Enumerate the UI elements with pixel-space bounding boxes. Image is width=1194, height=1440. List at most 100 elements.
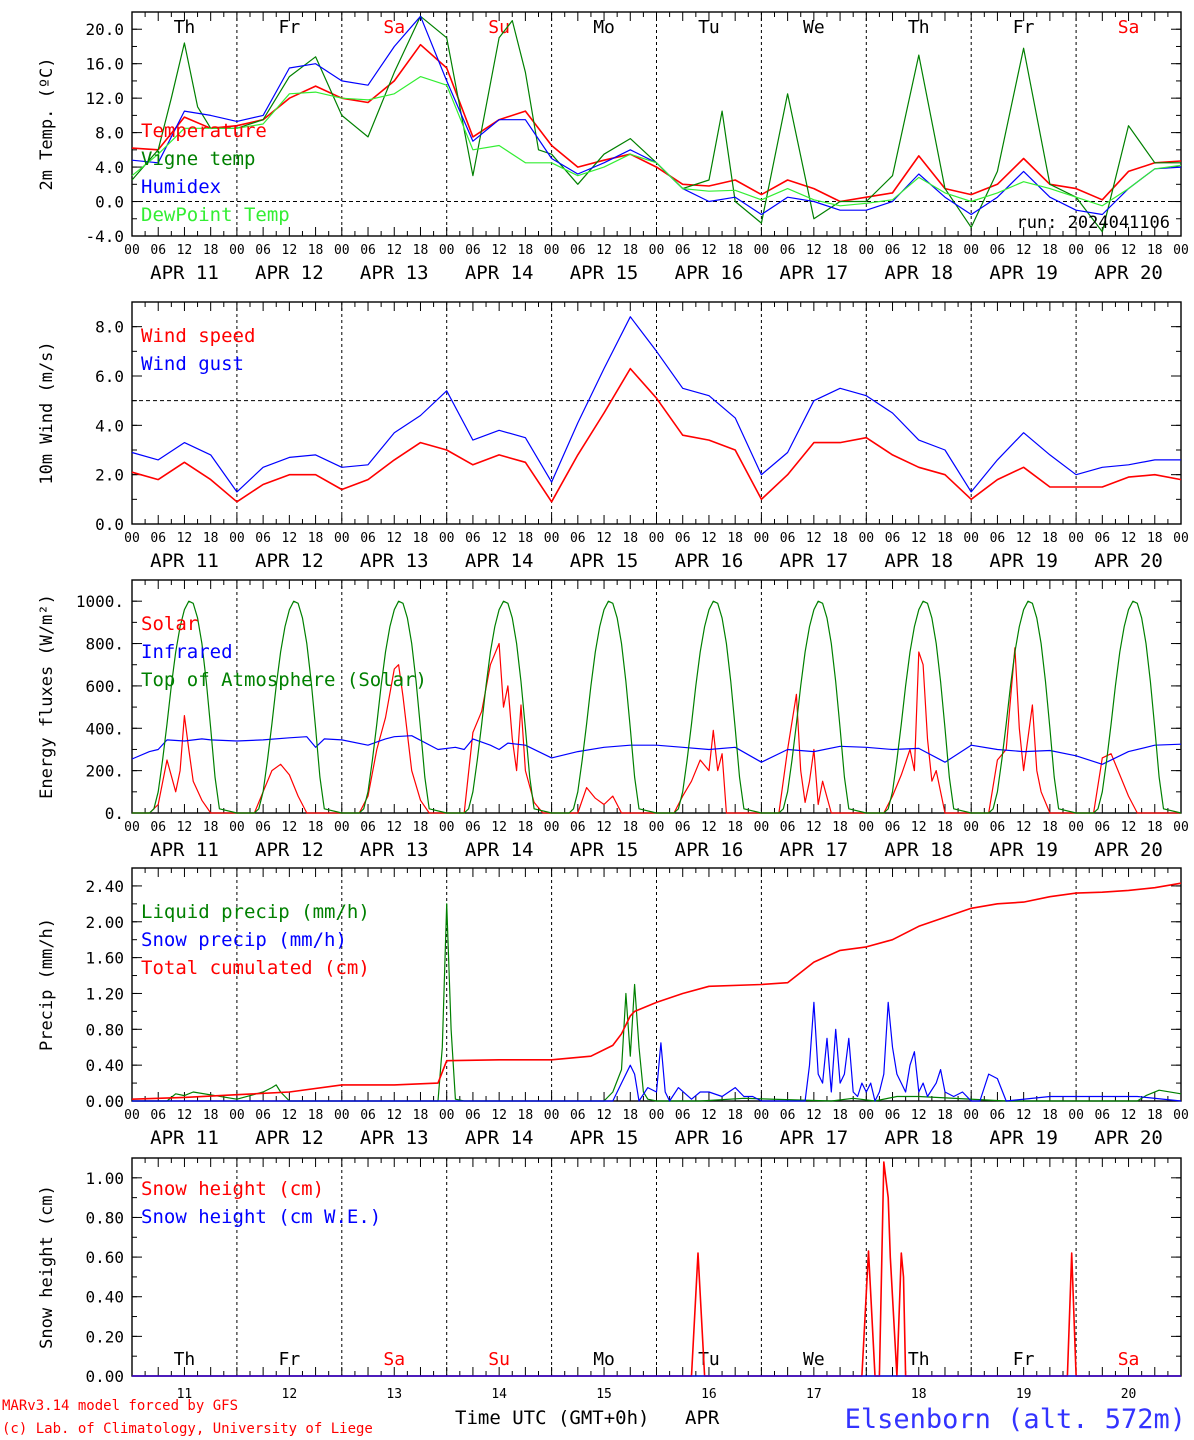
hour-tick-label: 18 xyxy=(518,820,534,835)
hour-tick-label: 18 xyxy=(308,820,324,835)
hour-tick-label: 12 xyxy=(911,820,927,835)
hour-tick-label: 18 xyxy=(937,531,953,546)
date-label: APR 17 xyxy=(780,839,849,861)
hour-tick-label: 18 xyxy=(622,243,638,258)
y-tick-label: 12.0 xyxy=(85,89,124,108)
hour-tick-label: 18 xyxy=(203,243,219,258)
hour-tick-label: 00 xyxy=(544,531,560,546)
hour-tick-label: 00 xyxy=(858,1108,874,1123)
hour-tick-label: 12 xyxy=(177,1108,193,1123)
day-number-label: 12 xyxy=(282,1387,298,1402)
hour-tick-label: 12 xyxy=(386,243,402,258)
hour-tick-label: 00 xyxy=(124,820,140,835)
series-line-1 xyxy=(131,735,1182,765)
hour-tick-label: 18 xyxy=(1042,531,1058,546)
hour-tick-label: 12 xyxy=(701,243,717,258)
legend-entry: Snow precip (mm/h) xyxy=(141,929,347,951)
hour-tick-label: 06 xyxy=(465,820,481,835)
hour-tick-label: 12 xyxy=(282,820,298,835)
hour-tick-label: 00 xyxy=(649,243,665,258)
hour-tick-label: 18 xyxy=(413,820,429,835)
weekday-label: Fr xyxy=(1013,1349,1035,1370)
hour-tick-label: 18 xyxy=(727,243,743,258)
legend-entry: Vigne temp xyxy=(141,148,255,170)
weekday-label: Su xyxy=(488,1349,510,1370)
series-line-2 xyxy=(131,882,1182,1100)
hour-tick-label: 18 xyxy=(1147,243,1163,258)
hour-tick-label: 18 xyxy=(518,243,534,258)
date-label: APR 11 xyxy=(150,550,219,572)
date-label: APR 15 xyxy=(570,262,639,284)
date-label: APR 18 xyxy=(884,550,953,572)
hour-tick-label: 00 xyxy=(858,820,874,835)
hour-tick-label: 12 xyxy=(596,243,612,258)
hour-tick-label: 18 xyxy=(832,243,848,258)
hour-tick-label: 18 xyxy=(1042,1108,1058,1123)
y-tick-label: 0.0 xyxy=(95,515,124,534)
weekday-label: Th xyxy=(908,17,930,38)
hour-tick-label: 12 xyxy=(806,531,822,546)
hour-tick-label: 12 xyxy=(701,531,717,546)
hour-tick-label: 12 xyxy=(1016,820,1032,835)
y-tick-label: 400. xyxy=(85,719,124,738)
y-tick-label: 0.60 xyxy=(85,1248,124,1267)
hour-tick-label: 12 xyxy=(282,531,298,546)
hour-tick-label: 06 xyxy=(1094,243,1110,258)
hour-tick-label: 18 xyxy=(203,1108,219,1123)
hour-tick-label: 12 xyxy=(386,1108,402,1123)
series-line-0 xyxy=(132,903,1182,1102)
hour-tick-label: 12 xyxy=(701,1108,717,1123)
hour-tick-label: 18 xyxy=(308,531,324,546)
day-number-label: 13 xyxy=(386,1387,402,1402)
date-label: APR 13 xyxy=(360,1127,429,1149)
y-axis-label: 10m Wind (m/s) xyxy=(37,341,57,484)
hour-tick-label: 00 xyxy=(229,243,245,258)
hour-tick-label: 06 xyxy=(570,820,586,835)
hour-tick-label: 12 xyxy=(1121,820,1137,835)
hour-tick-label: 18 xyxy=(413,1108,429,1123)
hour-tick-label: 12 xyxy=(386,531,402,546)
hour-tick-label: 18 xyxy=(203,531,219,546)
series-line-1 xyxy=(131,15,1181,233)
hour-tick-label: 18 xyxy=(413,531,429,546)
date-label: APR 20 xyxy=(1094,262,1163,284)
weekday-label: Tu xyxy=(698,1349,720,1370)
hour-tick-label: 00 xyxy=(439,531,455,546)
legend-entry: Humidex xyxy=(141,176,221,198)
y-tick-label: 200. xyxy=(85,762,124,781)
hour-tick-label: 06 xyxy=(150,820,166,835)
y-tick-label: 16.0 xyxy=(85,55,124,74)
lab-credit: (c) Lab. of Climatology, University of L… xyxy=(2,1421,373,1437)
weekday-label: Sa xyxy=(1118,1349,1140,1370)
hour-tick-label: 00 xyxy=(229,820,245,835)
legend-entry: Solar xyxy=(141,613,198,635)
weekday-label: Mo xyxy=(593,1349,615,1370)
date-label: APR 13 xyxy=(360,262,429,284)
hour-tick-label: 06 xyxy=(780,243,796,258)
hour-tick-label: 06 xyxy=(885,531,901,546)
day-number-label: 20 xyxy=(1121,1387,1137,1402)
hour-tick-label: 00 xyxy=(229,1108,245,1123)
weekday-label: Sa xyxy=(383,17,405,38)
hour-tick-label: 00 xyxy=(649,531,665,546)
hour-tick-label: 00 xyxy=(963,531,979,546)
y-axis-label: Snow height (cm) xyxy=(37,1185,57,1349)
hour-tick-label: 18 xyxy=(1147,820,1163,835)
weekday-label: Sa xyxy=(383,1349,405,1370)
hour-tick-label: 06 xyxy=(570,243,586,258)
hour-tick-label: 12 xyxy=(701,820,717,835)
date-label: APR 19 xyxy=(989,262,1058,284)
hour-tick-label: 18 xyxy=(937,1108,953,1123)
hour-tick-label: 00 xyxy=(1173,243,1189,258)
date-label: APR 15 xyxy=(570,550,639,572)
y-tick-label: 8.0 xyxy=(95,318,124,337)
legend-entry: Temperature xyxy=(141,120,267,142)
legend-entry: Liquid precip (mm/h) xyxy=(141,901,370,923)
hour-tick-label: 06 xyxy=(1094,531,1110,546)
hour-tick-label: 18 xyxy=(1042,243,1058,258)
y-axis-label: Energy fluxes (W/m²) xyxy=(37,594,57,799)
hour-tick-label: 18 xyxy=(832,531,848,546)
date-label: APR 19 xyxy=(989,550,1058,572)
date-label: APR 12 xyxy=(255,1127,324,1149)
